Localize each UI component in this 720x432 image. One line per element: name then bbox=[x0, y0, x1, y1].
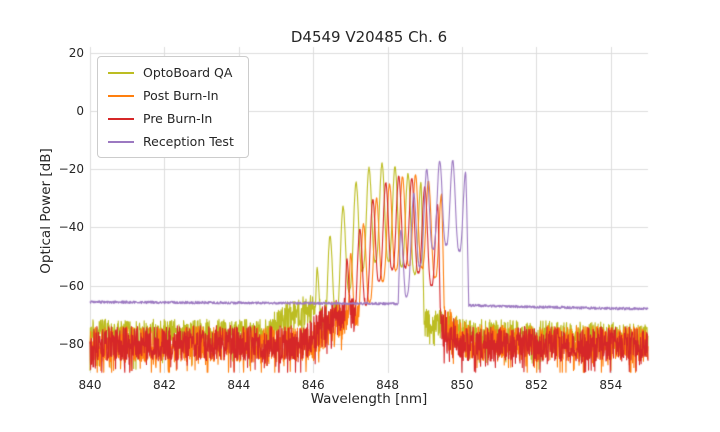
x-tick-label: 840 bbox=[78, 378, 102, 392]
legend-item-pre-burn-in: Pre Burn-In bbox=[108, 111, 234, 126]
y-tick-label: −60 bbox=[58, 278, 84, 293]
legend: OptoBoard QA Post Burn-In Pre Burn-In Re… bbox=[97, 56, 249, 158]
legend-item-post-burn-in: Post Burn-In bbox=[108, 88, 234, 103]
y-tick-label: −40 bbox=[58, 220, 84, 235]
x-tick-label: 852 bbox=[524, 378, 548, 392]
legend-line-post-burn-in-icon bbox=[108, 94, 134, 97]
x-tick-label: 850 bbox=[450, 378, 474, 392]
y-tick-label: −20 bbox=[58, 162, 84, 177]
x-tick-label: 848 bbox=[376, 378, 400, 392]
legend-label: OptoBoard QA bbox=[143, 65, 233, 80]
x-tick-label: 842 bbox=[152, 378, 176, 392]
x-tick-label: 854 bbox=[599, 378, 623, 392]
legend-label: Post Burn-In bbox=[143, 88, 219, 103]
legend-label: Reception Test bbox=[143, 134, 234, 149]
y-tick-label: 0 bbox=[76, 104, 84, 119]
legend-line-pre-burn-in-icon bbox=[108, 117, 134, 120]
legend-line-reception-test-icon bbox=[108, 140, 134, 143]
legend-label: Pre Burn-In bbox=[143, 111, 213, 126]
x-axis-label: Wavelength [nm] bbox=[310, 391, 428, 407]
x-tick-label: 844 bbox=[227, 378, 251, 392]
x-tick-label: 846 bbox=[301, 378, 325, 392]
chart-title: D4549 V20485 Ch. 6 bbox=[290, 28, 448, 46]
legend-item-reception-test: Reception Test bbox=[108, 134, 234, 149]
legend-line-optoboard-qa-icon bbox=[108, 71, 134, 74]
y-tick-label: 20 bbox=[68, 45, 84, 60]
legend-item-optoboard-qa: OptoBoard QA bbox=[108, 65, 234, 80]
y-tick-label: −80 bbox=[58, 336, 84, 351]
